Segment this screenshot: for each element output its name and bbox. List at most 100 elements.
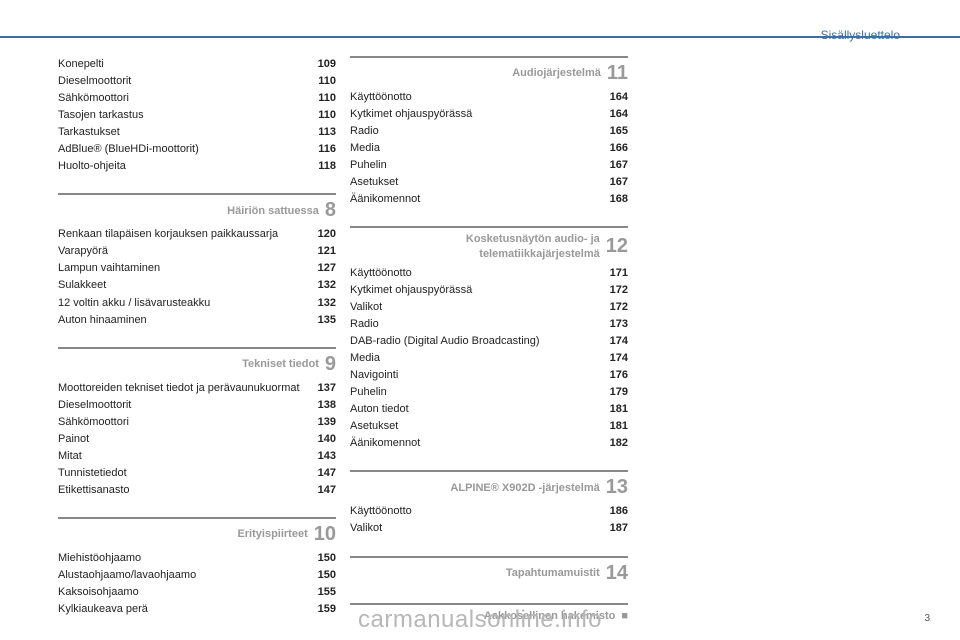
toc-page: 179 xyxy=(598,384,628,401)
toc-page: 186 xyxy=(598,503,628,520)
toc-label: Asetukset xyxy=(350,418,598,435)
toc-row: Dieselmoottorit138 xyxy=(58,397,336,414)
toc-page: 176 xyxy=(598,367,628,384)
toc-row: Huolto-ohjeita118 xyxy=(58,158,336,175)
header-title: Sisällysluettelo xyxy=(821,28,900,42)
toc-label: Etikettisanasto xyxy=(58,482,306,499)
toc-page: 132 xyxy=(306,295,336,312)
toc-page: 187 xyxy=(598,520,628,537)
toc-page: 171 xyxy=(598,265,628,282)
toc-row: Asetukset167 xyxy=(350,174,628,191)
toc-page: 181 xyxy=(598,401,628,418)
toc-label: Tunnistetiedot xyxy=(58,465,306,482)
toc-row: Tarkastukset113 xyxy=(58,124,336,141)
toc-row: Tasojen tarkastus110 xyxy=(58,107,336,124)
toc-label: Miehistöohjaamo xyxy=(58,550,306,567)
section-number: 8 xyxy=(325,199,336,222)
toc-page: 174 xyxy=(598,350,628,367)
toc-page: 116 xyxy=(306,141,336,158)
section-number: 13 xyxy=(606,476,628,499)
toc-label: Lampun vaihtaminen xyxy=(58,260,306,277)
toc-label: Painot xyxy=(58,431,306,448)
toc-page: 143 xyxy=(306,448,336,465)
toc-row: Puhelin179 xyxy=(350,384,628,401)
toc-page: 182 xyxy=(598,435,628,452)
toc-page: 150 xyxy=(306,550,336,567)
toc-label: Äänikomennot xyxy=(350,435,598,452)
section-number: 11 xyxy=(607,62,628,85)
toc-label: Auton tiedot xyxy=(350,401,598,418)
toc-page: 147 xyxy=(306,482,336,499)
toc-label: DAB-radio (Digital Audio Broadcasting) xyxy=(350,333,598,350)
toc-page: 174 xyxy=(598,333,628,350)
toc-label: AdBlue® (BlueHDi-moottorit) xyxy=(58,141,306,158)
toc-row: Sähkömoottori139 xyxy=(58,414,336,431)
toc-row: Painot140 xyxy=(58,431,336,448)
toc-row: Sähkömoottori110 xyxy=(58,90,336,107)
toc-label: Käyttöönotto xyxy=(350,265,598,282)
toc-page: 173 xyxy=(598,316,628,333)
toc-row: Valikot187 xyxy=(350,520,628,537)
section-title: Tekniset tiedot xyxy=(242,357,319,371)
toc-row: Lampun vaihtaminen127 xyxy=(58,260,336,277)
toc-label: Moottoreiden tekniset tiedot ja perävaun… xyxy=(58,380,306,397)
toc-label: Alustaohjaamo/lavaohjaamo xyxy=(58,567,306,584)
toc-row: Mitat143 xyxy=(58,448,336,465)
toc-label: Sähkömoottori xyxy=(58,90,306,107)
toc-label: Tarkastukset xyxy=(58,124,306,141)
toc-page: 164 xyxy=(598,89,628,106)
toc-page: 165 xyxy=(598,123,628,140)
toc-label: Media xyxy=(350,140,598,157)
toc-page: 172 xyxy=(598,282,628,299)
section-number: 12 xyxy=(606,235,628,258)
toc-row: Käyttöönotto186 xyxy=(350,503,628,520)
toc-content: Konepelti109Dieselmoottorit110Sähkömoott… xyxy=(58,56,628,627)
toc-row: Auton tiedot181 xyxy=(350,401,628,418)
section-header: Häiriön sattuessa 8 xyxy=(58,193,336,222)
section-title: Erityispiirteet xyxy=(237,527,307,541)
toc-page: 132 xyxy=(306,277,336,294)
toc-label: Mitat xyxy=(58,448,306,465)
toc-row: Kytkimet ohjauspyörässä172 xyxy=(350,282,628,299)
toc-row: Radio165 xyxy=(350,123,628,140)
toc-label: Puhelin xyxy=(350,157,598,174)
toc-label: Kaksoisohjaamo xyxy=(58,584,306,601)
section-title: Häiriön sattuessa xyxy=(227,204,319,218)
page-number: 3 xyxy=(924,613,930,624)
toc-page: 121 xyxy=(306,243,336,260)
toc-row: Varapyörä121 xyxy=(58,243,336,260)
toc-page: 164 xyxy=(598,106,628,123)
toc-page: 118 xyxy=(306,158,336,175)
toc-row: Dieselmoottorit110 xyxy=(58,73,336,90)
section-header: Audiojärjestelmä11 xyxy=(350,56,628,85)
toc-label: Renkaan tilapäisen korjauksen paikkaussa… xyxy=(58,226,306,243)
toc-column: Audiojärjestelmä11Käyttöönotto164Kytkime… xyxy=(350,56,628,627)
watermark: carmanualsonline.info xyxy=(358,606,602,634)
section-title: Kosketusnäytön audio- ja telematiikkajär… xyxy=(350,232,600,261)
toc-label: Käyttöönotto xyxy=(350,503,598,520)
toc-page: 137 xyxy=(306,380,336,397)
toc-page: 120 xyxy=(306,226,336,243)
toc-row: Sulakkeet132 xyxy=(58,277,336,294)
toc-label: 12 voltin akku / lisävarusteakku xyxy=(58,295,306,312)
toc-row: DAB-radio (Digital Audio Broadcasting)17… xyxy=(350,333,628,350)
section-number: 10 xyxy=(314,523,336,546)
section-header: Kosketusnäytön audio- ja telematiikkajär… xyxy=(350,226,628,261)
toc-row: Renkaan tilapäisen korjauksen paikkaussa… xyxy=(58,226,336,243)
section-number: 9 xyxy=(325,353,336,376)
toc-label: Auton hinaaminen xyxy=(58,312,306,329)
toc-row: Äänikomennot182 xyxy=(350,435,628,452)
section-header: Tapahtumamuistit14 xyxy=(350,556,628,585)
toc-row: Kaksoisohjaamo155 xyxy=(58,584,336,601)
toc-row: Etikettisanasto147 xyxy=(58,482,336,499)
toc-page: 139 xyxy=(306,414,336,431)
toc-row: Kytkimet ohjauspyörässä164 xyxy=(350,106,628,123)
toc-row: Alustaohjaamo/lavaohjaamo150 xyxy=(58,567,336,584)
toc-row: Käyttöönotto171 xyxy=(350,265,628,282)
toc-label: Käyttöönotto xyxy=(350,89,598,106)
toc-row: Tunnistetiedot147 xyxy=(58,465,336,482)
toc-page: 159 xyxy=(306,601,336,618)
section-square-icon: ■ xyxy=(621,610,628,622)
toc-page: 167 xyxy=(598,157,628,174)
toc-page: 113 xyxy=(306,124,336,141)
